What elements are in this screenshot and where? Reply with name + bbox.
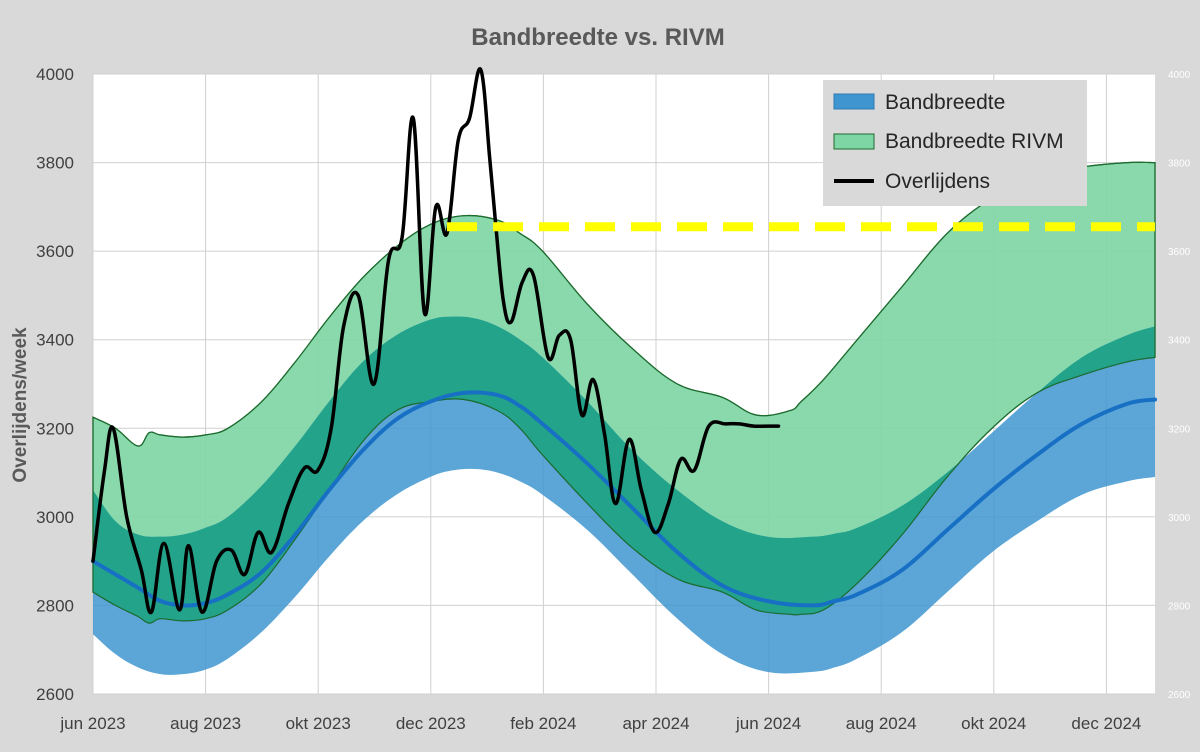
y-tick-label: 4000	[36, 65, 74, 84]
y-tick-label-right: 4000	[1168, 70, 1191, 81]
y-axis-label: Overlijdens/week	[10, 327, 31, 483]
chart-title: Bandbreedte vs. RIVM	[471, 24, 724, 51]
band-rivm-outline	[92, 161, 1156, 624]
x-tick-label: dec 2024	[1071, 714, 1141, 733]
y-axis-right-ticks: 2600 2800 3000 3200 3400 3600 3800 4000	[1168, 70, 1191, 701]
y-tick-label-right: 3400	[1168, 336, 1191, 347]
y-tick-label: 3200	[36, 419, 74, 438]
legend: Bandbreedte Bandbreedte RIVM Overlijdens	[823, 80, 1087, 206]
x-axis-ticks: jun 2023 aug 2023 okt 2023 dec 2023 feb 2024…	[59, 714, 1141, 733]
bands	[92, 161, 1156, 675]
x-tick-label: okt 2024	[961, 714, 1026, 733]
y-tick-label-right: 3800	[1168, 159, 1191, 170]
y-tick-label-right: 2600	[1168, 690, 1191, 701]
y-tick-label: 2600	[36, 685, 74, 704]
y-tick-label-right: 3200	[1168, 424, 1191, 435]
line-overlijdens	[91, 67, 781, 615]
y-tick-label: 2800	[36, 596, 74, 615]
x-tick-label: aug 2024	[846, 714, 917, 733]
x-tick-label: feb 2024	[510, 714, 576, 733]
legend-label-bandbreedte-rivm: Bandbreedte RIVM	[885, 130, 1064, 153]
y-axis-ticks: 2600 2800 3000 3200 3400 3600 3800 4000	[36, 65, 74, 704]
x-tick-label: okt 2023	[286, 714, 351, 733]
x-tick-label: aug 2023	[170, 714, 241, 733]
x-tick-label: jun 2023	[59, 714, 125, 733]
legend-swatch-bandbreedte-rivm	[833, 133, 875, 150]
y-tick-label-right: 3000	[1168, 513, 1191, 524]
legend-label-bandbreedte: Bandbreedte	[885, 91, 1005, 114]
lines	[91, 67, 1157, 615]
y-tick-label: 3000	[36, 508, 74, 527]
y-tick-label: 3400	[36, 331, 74, 350]
legend-swatch-bandbreedte	[833, 93, 875, 110]
y-tick-label-right: 3600	[1168, 247, 1191, 258]
y-tick-label: 3600	[36, 242, 74, 261]
x-tick-label: dec 2023	[396, 714, 466, 733]
y-tick-label-right: 2800	[1168, 601, 1191, 612]
legend-label-overlijdens: Overlijdens	[885, 170, 990, 193]
x-tick-label: apr 2024	[622, 714, 689, 733]
y-tick-label: 3800	[36, 154, 74, 173]
x-tick-label: jun 2024	[735, 714, 801, 733]
